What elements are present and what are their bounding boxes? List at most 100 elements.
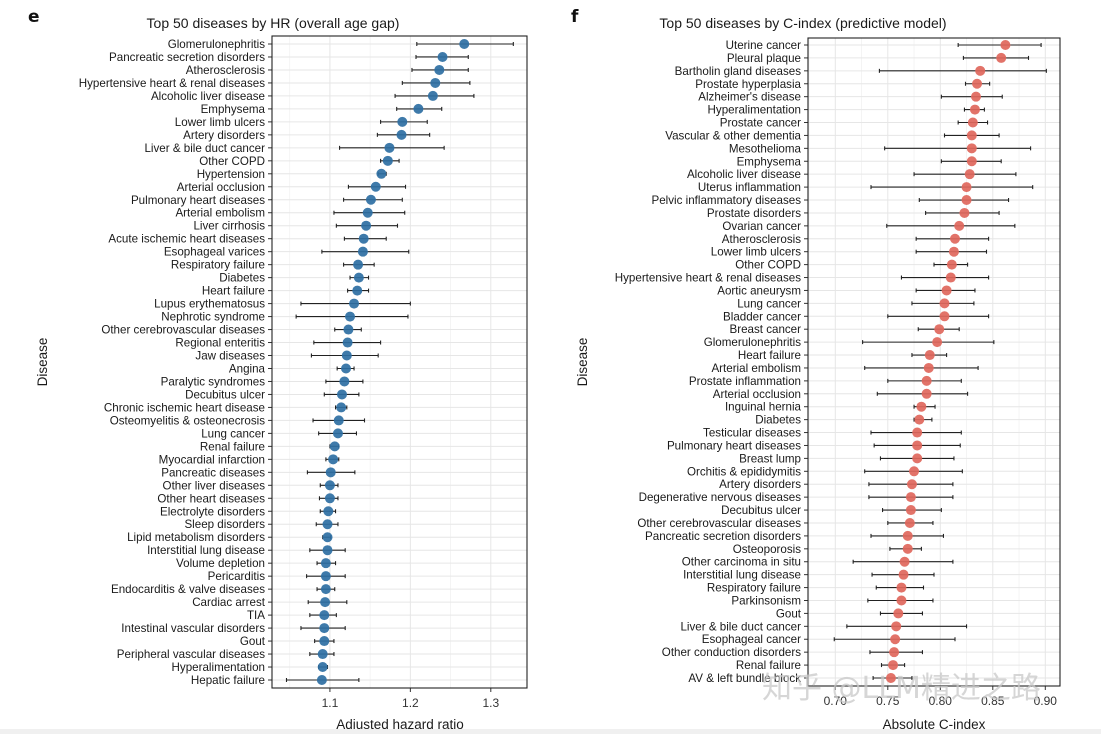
y-tick-label: Interstitial lung disease: [683, 569, 801, 582]
y-tick-label: Esophageal varices: [164, 246, 265, 259]
point-estimate: [336, 389, 347, 400]
x-tick-label: 0.90: [1034, 694, 1058, 708]
y-tick-label: Pancreatic secretion disorders: [645, 530, 801, 543]
y-tick-label: Peripheral vascular diseases: [117, 648, 265, 661]
y-tick-label: Ovarian cancer: [722, 220, 801, 233]
y-tick-label: Arterial occlusion: [177, 181, 265, 194]
y-tick-label: Pulmonary heart diseases: [667, 439, 801, 452]
right-y-axis-title: Disease: [575, 338, 590, 387]
point-estimate: [322, 519, 333, 530]
y-tick-label: Lower limb ulcers: [175, 116, 265, 129]
y-tick-label: Pancreatic secretion disorders: [109, 51, 265, 64]
point-estimate: [889, 647, 900, 658]
y-tick-label: Lipid metabolism disorders: [127, 531, 265, 544]
y-tick-label: Nephrotic syndrome: [161, 311, 265, 324]
y-tick-label: Sleep disorders: [184, 518, 265, 531]
y-tick-label: Lung cancer: [737, 297, 801, 310]
y-tick-label: Arterial embolism: [175, 207, 265, 220]
y-tick-label: Chronic ischemic heart disease: [104, 401, 265, 414]
right-chart-title: Top 50 diseases by C-index (predictive m…: [659, 15, 946, 31]
point-estimate: [954, 220, 965, 231]
y-tick-label: Paralytic syndromes: [161, 375, 266, 388]
y-tick-label: Emphysema: [201, 103, 266, 116]
x-tick-label: 1.1: [322, 696, 339, 710]
point-estimate: [909, 466, 920, 477]
point-estimate: [427, 90, 438, 101]
y-tick-label: Osteoporosis: [733, 543, 802, 556]
y-tick-label: Prostate hyperplasia: [695, 78, 801, 91]
y-tick-label: Gout: [240, 635, 266, 648]
point-estimate: [996, 52, 1007, 63]
y-tick-label: Decubitus ulcer: [185, 388, 265, 401]
point-estimate: [921, 375, 932, 386]
y-tick-label: Volume depletion: [176, 557, 265, 570]
point-estimate: [934, 324, 945, 335]
point-estimate: [353, 259, 364, 270]
y-tick-label: Respiratory failure: [707, 582, 801, 595]
y-tick-label: Renal failure: [736, 659, 801, 672]
y-tick-label: Pericarditis: [208, 570, 266, 583]
y-tick-label: Hypertension: [197, 168, 265, 181]
y-tick-label: Uterine cancer: [726, 39, 802, 52]
point-estimate: [921, 388, 932, 399]
y-tick-label: Other liver diseases: [163, 479, 266, 492]
point-estimate: [924, 350, 935, 361]
point-estimate: [905, 505, 916, 516]
point-estimate: [320, 558, 331, 569]
y-tick-label: Atherosclerosis: [722, 233, 801, 246]
x-tick-label: 1.2: [402, 696, 419, 710]
point-estimate: [341, 363, 352, 374]
point-estimate: [899, 556, 910, 567]
point-estimate: [336, 402, 347, 413]
y-tick-label: Glomerulonephritis: [168, 38, 266, 51]
y-tick-label: Lower limb ulcers: [711, 246, 801, 259]
point-estimate: [932, 337, 943, 348]
y-tick-label: Myocardial infarction: [159, 453, 265, 466]
point-estimate: [319, 636, 330, 647]
point-estimate: [896, 595, 907, 606]
point-estimate: [966, 130, 977, 141]
y-tick-label: Hypertensive heart & renal diseases: [79, 77, 265, 90]
y-tick-label: Liver & bile duct cancer: [680, 620, 801, 633]
y-tick-label: Acute ischemic heart diseases: [108, 233, 265, 246]
point-estimate: [885, 673, 896, 683]
point-estimate: [319, 623, 330, 634]
y-tick-label: Pulmonary heart diseases: [131, 194, 265, 207]
y-tick-label: Other conduction disorders: [662, 646, 801, 659]
x-tick-label: 0.85: [981, 694, 1005, 708]
y-tick-label: Respiratory failure: [171, 259, 265, 272]
panel-letter-e: e: [28, 7, 40, 27]
y-tick-label: Interstitial lung disease: [147, 544, 265, 557]
y-tick-label: Degenerative nervous diseases: [639, 491, 802, 504]
y-tick-label: Other COPD: [199, 155, 265, 168]
point-estimate: [916, 401, 927, 412]
point-estimate: [365, 194, 376, 205]
y-tick-label: Prostate inflammation: [689, 375, 801, 388]
point-estimate: [950, 233, 960, 244]
y-tick-label: Inguinal hernia: [725, 401, 802, 414]
point-estimate: [961, 182, 972, 193]
y-tick-label: Liver cirrhosis: [193, 220, 265, 233]
y-tick-label: Renal failure: [200, 440, 265, 453]
point-estimate: [945, 272, 956, 283]
y-tick-label: Heart failure: [202, 285, 265, 298]
y-tick-label: Intestinal vascular disorders: [121, 622, 265, 635]
point-estimate: [912, 453, 923, 464]
point-estimate: [317, 649, 328, 660]
y-tick-label: Diabetes: [219, 272, 265, 285]
point-estimate: [902, 530, 913, 541]
point-estimate: [342, 337, 353, 348]
point-estimate: [325, 467, 336, 478]
x-tick-label: 0.80: [929, 694, 953, 708]
point-estimate: [902, 543, 913, 554]
x-tick-label: 1.3: [482, 696, 499, 710]
y-tick-label: Artery disorders: [183, 129, 265, 142]
watermark-text: 知乎 @LLM精进之路: [762, 671, 1041, 706]
point-estimate: [353, 272, 364, 283]
point-estimate: [320, 571, 331, 582]
point-estimate: [961, 195, 972, 206]
right-forest-plot: 0.70 0.75 0.80 0.85 0.90 Uterine cancerPleura…: [615, 37, 1061, 708]
point-estimate: [966, 143, 977, 154]
